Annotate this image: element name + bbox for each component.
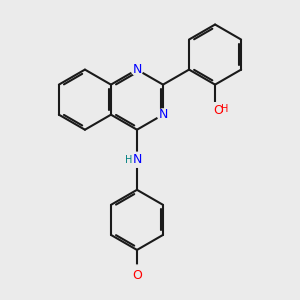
Text: O: O bbox=[132, 269, 142, 282]
Text: N: N bbox=[158, 108, 168, 121]
Circle shape bbox=[157, 109, 169, 121]
Text: H: H bbox=[125, 155, 133, 165]
Text: H: H bbox=[220, 104, 228, 114]
Circle shape bbox=[130, 152, 145, 167]
Text: N: N bbox=[132, 153, 142, 166]
Circle shape bbox=[127, 265, 147, 286]
Circle shape bbox=[131, 64, 143, 75]
Text: N: N bbox=[132, 63, 142, 76]
Circle shape bbox=[208, 103, 223, 118]
Text: O: O bbox=[213, 104, 223, 117]
